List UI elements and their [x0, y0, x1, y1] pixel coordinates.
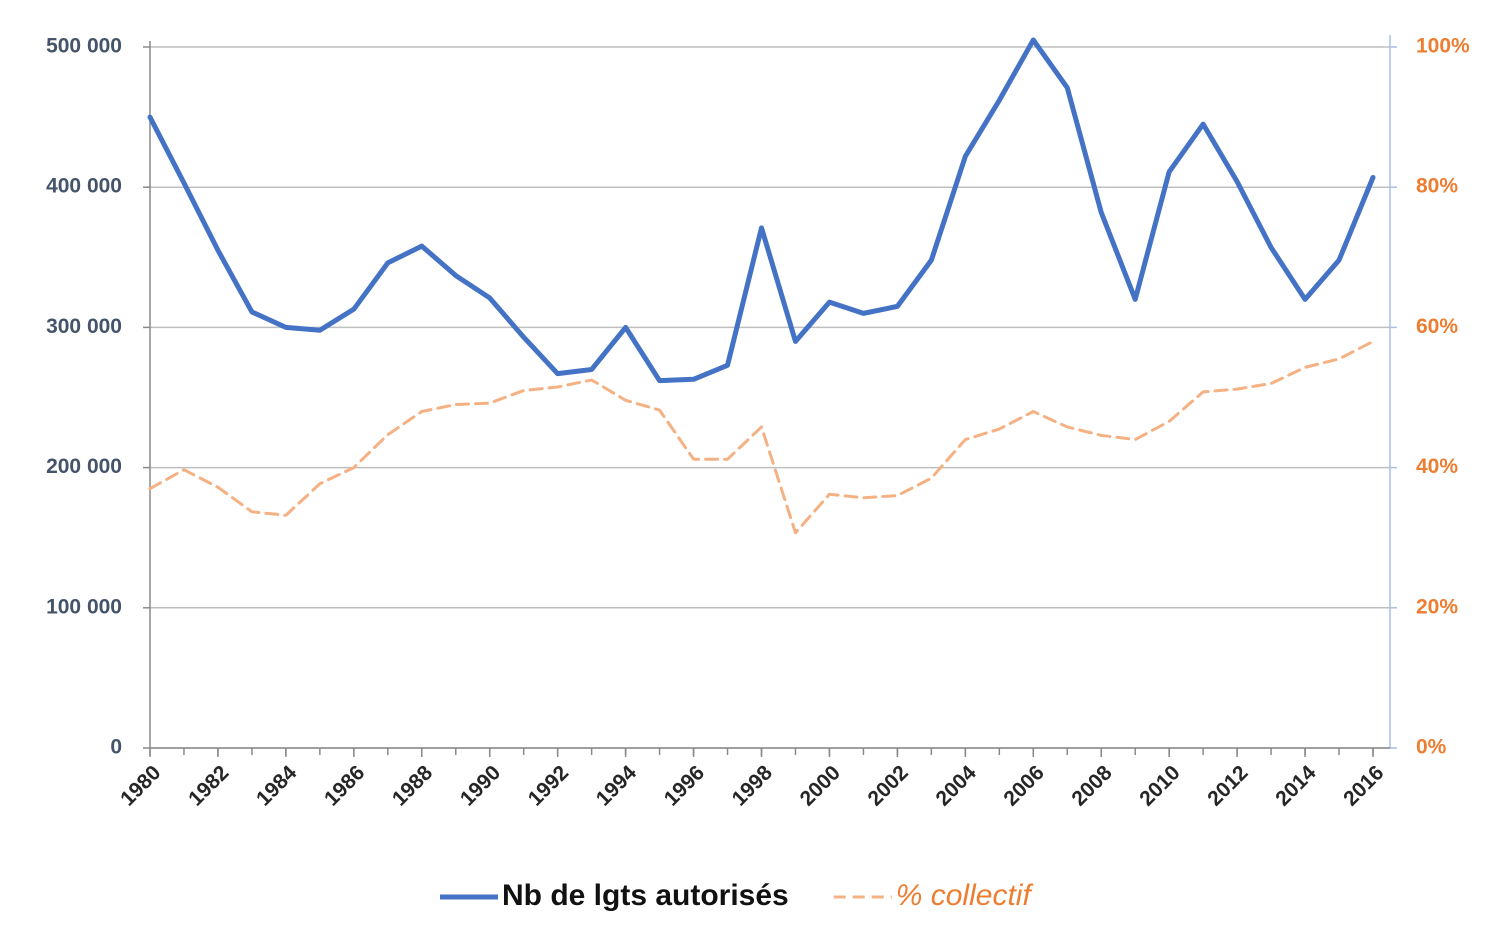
- y2-tick-label: 60%: [1416, 315, 1458, 338]
- y2-tick-label: 100%: [1416, 35, 1470, 58]
- legend-label: % collectif: [896, 879, 1034, 912]
- y2-tick-label: 20%: [1416, 595, 1458, 618]
- y2-tick-label: 0%: [1416, 736, 1447, 759]
- legend-label: Nb de lgts autorisés: [502, 879, 789, 912]
- y2-tick-label: 80%: [1416, 175, 1458, 198]
- y-tick-label: 400 000: [46, 175, 122, 198]
- y-tick-label: 100 000: [46, 595, 122, 618]
- y2-tick-label: 40%: [1416, 455, 1458, 478]
- y-tick-label: 200 000: [46, 455, 122, 478]
- y-tick-label: 300 000: [46, 315, 122, 338]
- series-line: [147, 37, 1376, 384]
- legend: Nb de lgts autorisés % collectif: [440, 879, 1033, 912]
- y-tick-label: 0: [110, 736, 122, 759]
- series-line: [148, 339, 1375, 535]
- y-tick-label: 500 000: [46, 35, 122, 58]
